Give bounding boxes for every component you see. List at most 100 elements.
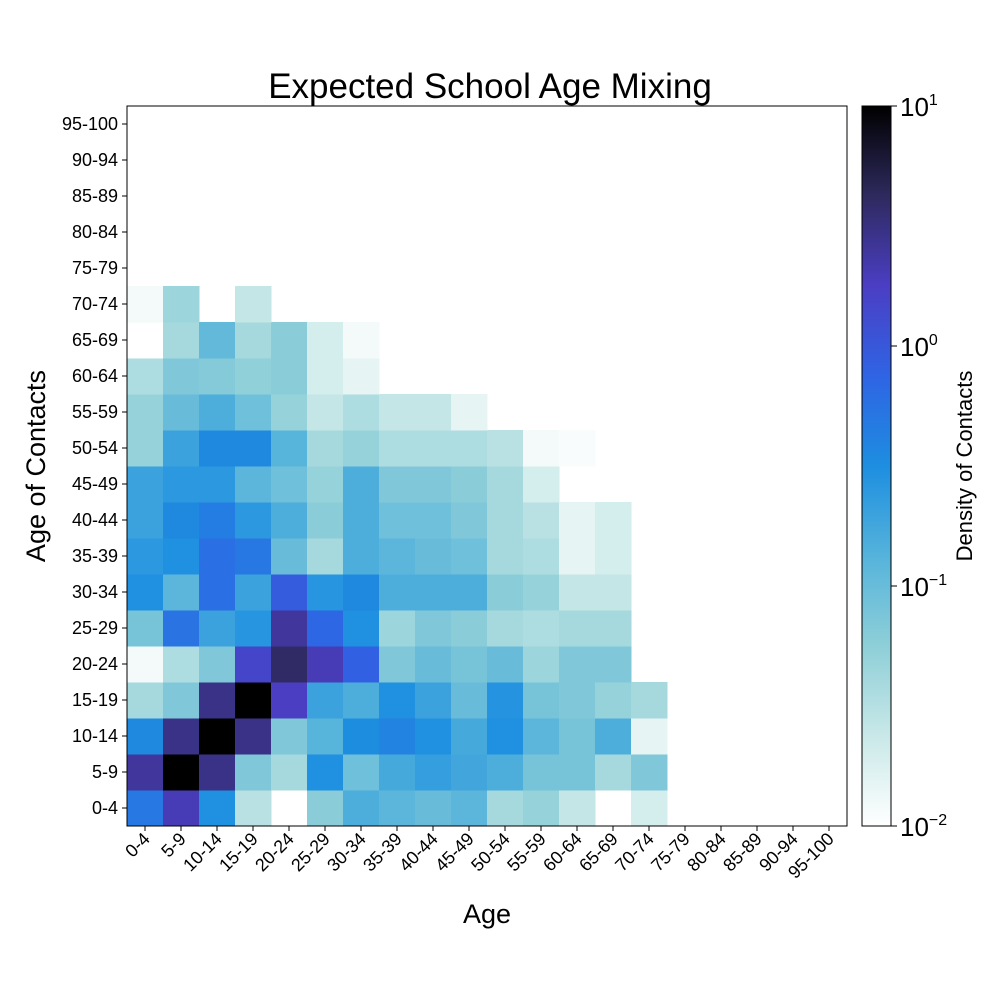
heatmap-cell <box>271 358 308 395</box>
heatmap-cell <box>163 646 200 683</box>
heatmap-cell <box>199 574 236 611</box>
heatmap-cell <box>199 466 236 503</box>
y-tick-label: 95-100 <box>62 114 118 134</box>
heatmap-cell <box>343 322 380 359</box>
colorbar-tick-label: 10−1 <box>900 572 947 602</box>
heatmap-cell <box>307 394 344 431</box>
heatmap-cell <box>199 538 236 575</box>
y-tick-label: 70-74 <box>72 294 118 314</box>
heatmap-cell <box>271 646 308 683</box>
heatmap-cell <box>127 322 164 359</box>
heatmap-cell <box>487 538 524 575</box>
heatmap-cell <box>235 718 272 755</box>
heatmap-cell <box>127 286 164 323</box>
heatmap-cell <box>379 754 416 791</box>
heatmap-cell <box>199 394 236 431</box>
heatmap-cell <box>379 502 416 539</box>
heatmap-cell <box>163 754 200 791</box>
heatmap-cell <box>487 754 524 791</box>
heatmap-cell <box>451 754 488 791</box>
heatmap-cell <box>523 646 560 683</box>
heatmap-cell <box>559 574 596 611</box>
x-tick-label: 60-64 <box>539 829 586 876</box>
heatmap-cell <box>235 538 272 575</box>
y-tick-label: 35-39 <box>72 546 118 566</box>
heatmap-cell <box>163 682 200 719</box>
heatmap-cell <box>559 790 596 827</box>
heatmap-cell <box>415 646 452 683</box>
heatmap-cell <box>127 682 164 719</box>
heatmap-cell <box>415 610 452 647</box>
x-tick-label: 30-34 <box>323 829 370 876</box>
heatmap-cell <box>199 718 236 755</box>
heatmap-cell <box>343 718 380 755</box>
heatmap-cell <box>163 790 200 827</box>
y-tick-label: 20-24 <box>72 654 118 674</box>
heatmap-cell <box>163 430 200 467</box>
x-tick-label: 0-4 <box>121 829 154 862</box>
heatmap-cell <box>487 466 524 503</box>
heatmap-cell <box>163 322 200 359</box>
heatmap-cell <box>307 682 344 719</box>
heatmap-cell <box>271 754 308 791</box>
colorbar: 101 100 10−1 10−2 Density of Contacts <box>861 92 977 842</box>
x-tick-label: 55-59 <box>503 829 550 876</box>
heatmap-cell <box>235 502 272 539</box>
heatmap-cell <box>271 538 308 575</box>
heatmap-cell <box>559 610 596 647</box>
x-tick-label: 80-84 <box>683 829 730 876</box>
heatmap-cell <box>595 682 632 719</box>
heatmap-cell <box>523 502 560 539</box>
heatmap-cell <box>271 610 308 647</box>
heatmap-cell <box>307 430 344 467</box>
heatmap-cell <box>379 466 416 503</box>
heatmap-cell <box>451 394 488 431</box>
heatmap-cell <box>307 610 344 647</box>
heatmap-cell <box>559 646 596 683</box>
heatmap-cell <box>199 754 236 791</box>
heatmap-cell <box>343 610 380 647</box>
colorbar-tick-label: 100 <box>900 332 938 362</box>
x-axis-ticks: 0-4 5-910-1415-1920-2425-2930-3435-3940-4… <box>121 826 838 882</box>
heatmap-cell <box>595 610 632 647</box>
heatmap-cell <box>379 610 416 647</box>
x-tick-label: 65-69 <box>575 829 622 876</box>
heatmap-cell <box>271 718 308 755</box>
y-tick-label: 0-4 <box>92 798 118 818</box>
heatmap-cell <box>343 790 380 827</box>
heatmap-cell <box>415 502 452 539</box>
colorbar-label: Density of Contacts <box>952 371 977 562</box>
heatmap-cell <box>127 754 164 791</box>
heatmap-cell <box>271 682 308 719</box>
heatmap-cell <box>487 430 524 467</box>
heatmap-cell <box>271 430 308 467</box>
heatmap-cell <box>235 466 272 503</box>
heatmap-cell <box>487 610 524 647</box>
heatmap-cell <box>451 718 488 755</box>
heatmap-cell <box>631 790 668 827</box>
heatmap-cell <box>559 718 596 755</box>
heatmap-cell <box>379 394 416 431</box>
heatmap-cell <box>127 790 164 827</box>
heatmap-cell <box>235 394 272 431</box>
heatmap-cell <box>379 574 416 611</box>
y-tick-label: 15-19 <box>72 690 118 710</box>
y-tick-label: 30-34 <box>72 582 118 602</box>
heatmap-cell <box>451 790 488 827</box>
heatmap-cell <box>415 430 452 467</box>
heatmap-cell <box>127 466 164 503</box>
heatmap-cell <box>559 754 596 791</box>
heatmap-cell <box>415 682 452 719</box>
y-tick-label: 60-64 <box>72 366 118 386</box>
colorbar-gradient <box>861 105 892 827</box>
heatmap-cell <box>199 790 236 827</box>
heatmap-cell <box>487 790 524 827</box>
colorbar-ticks: 101 100 10−1 10−2 <box>891 92 947 842</box>
heatmap-cell <box>343 394 380 431</box>
heatmap-cell <box>163 574 200 611</box>
heatmap-cell <box>199 322 236 359</box>
y-tick-label: 40-44 <box>72 510 118 530</box>
heatmap-cell <box>451 466 488 503</box>
heatmap-cell <box>451 430 488 467</box>
heatmap-cell <box>163 358 200 395</box>
